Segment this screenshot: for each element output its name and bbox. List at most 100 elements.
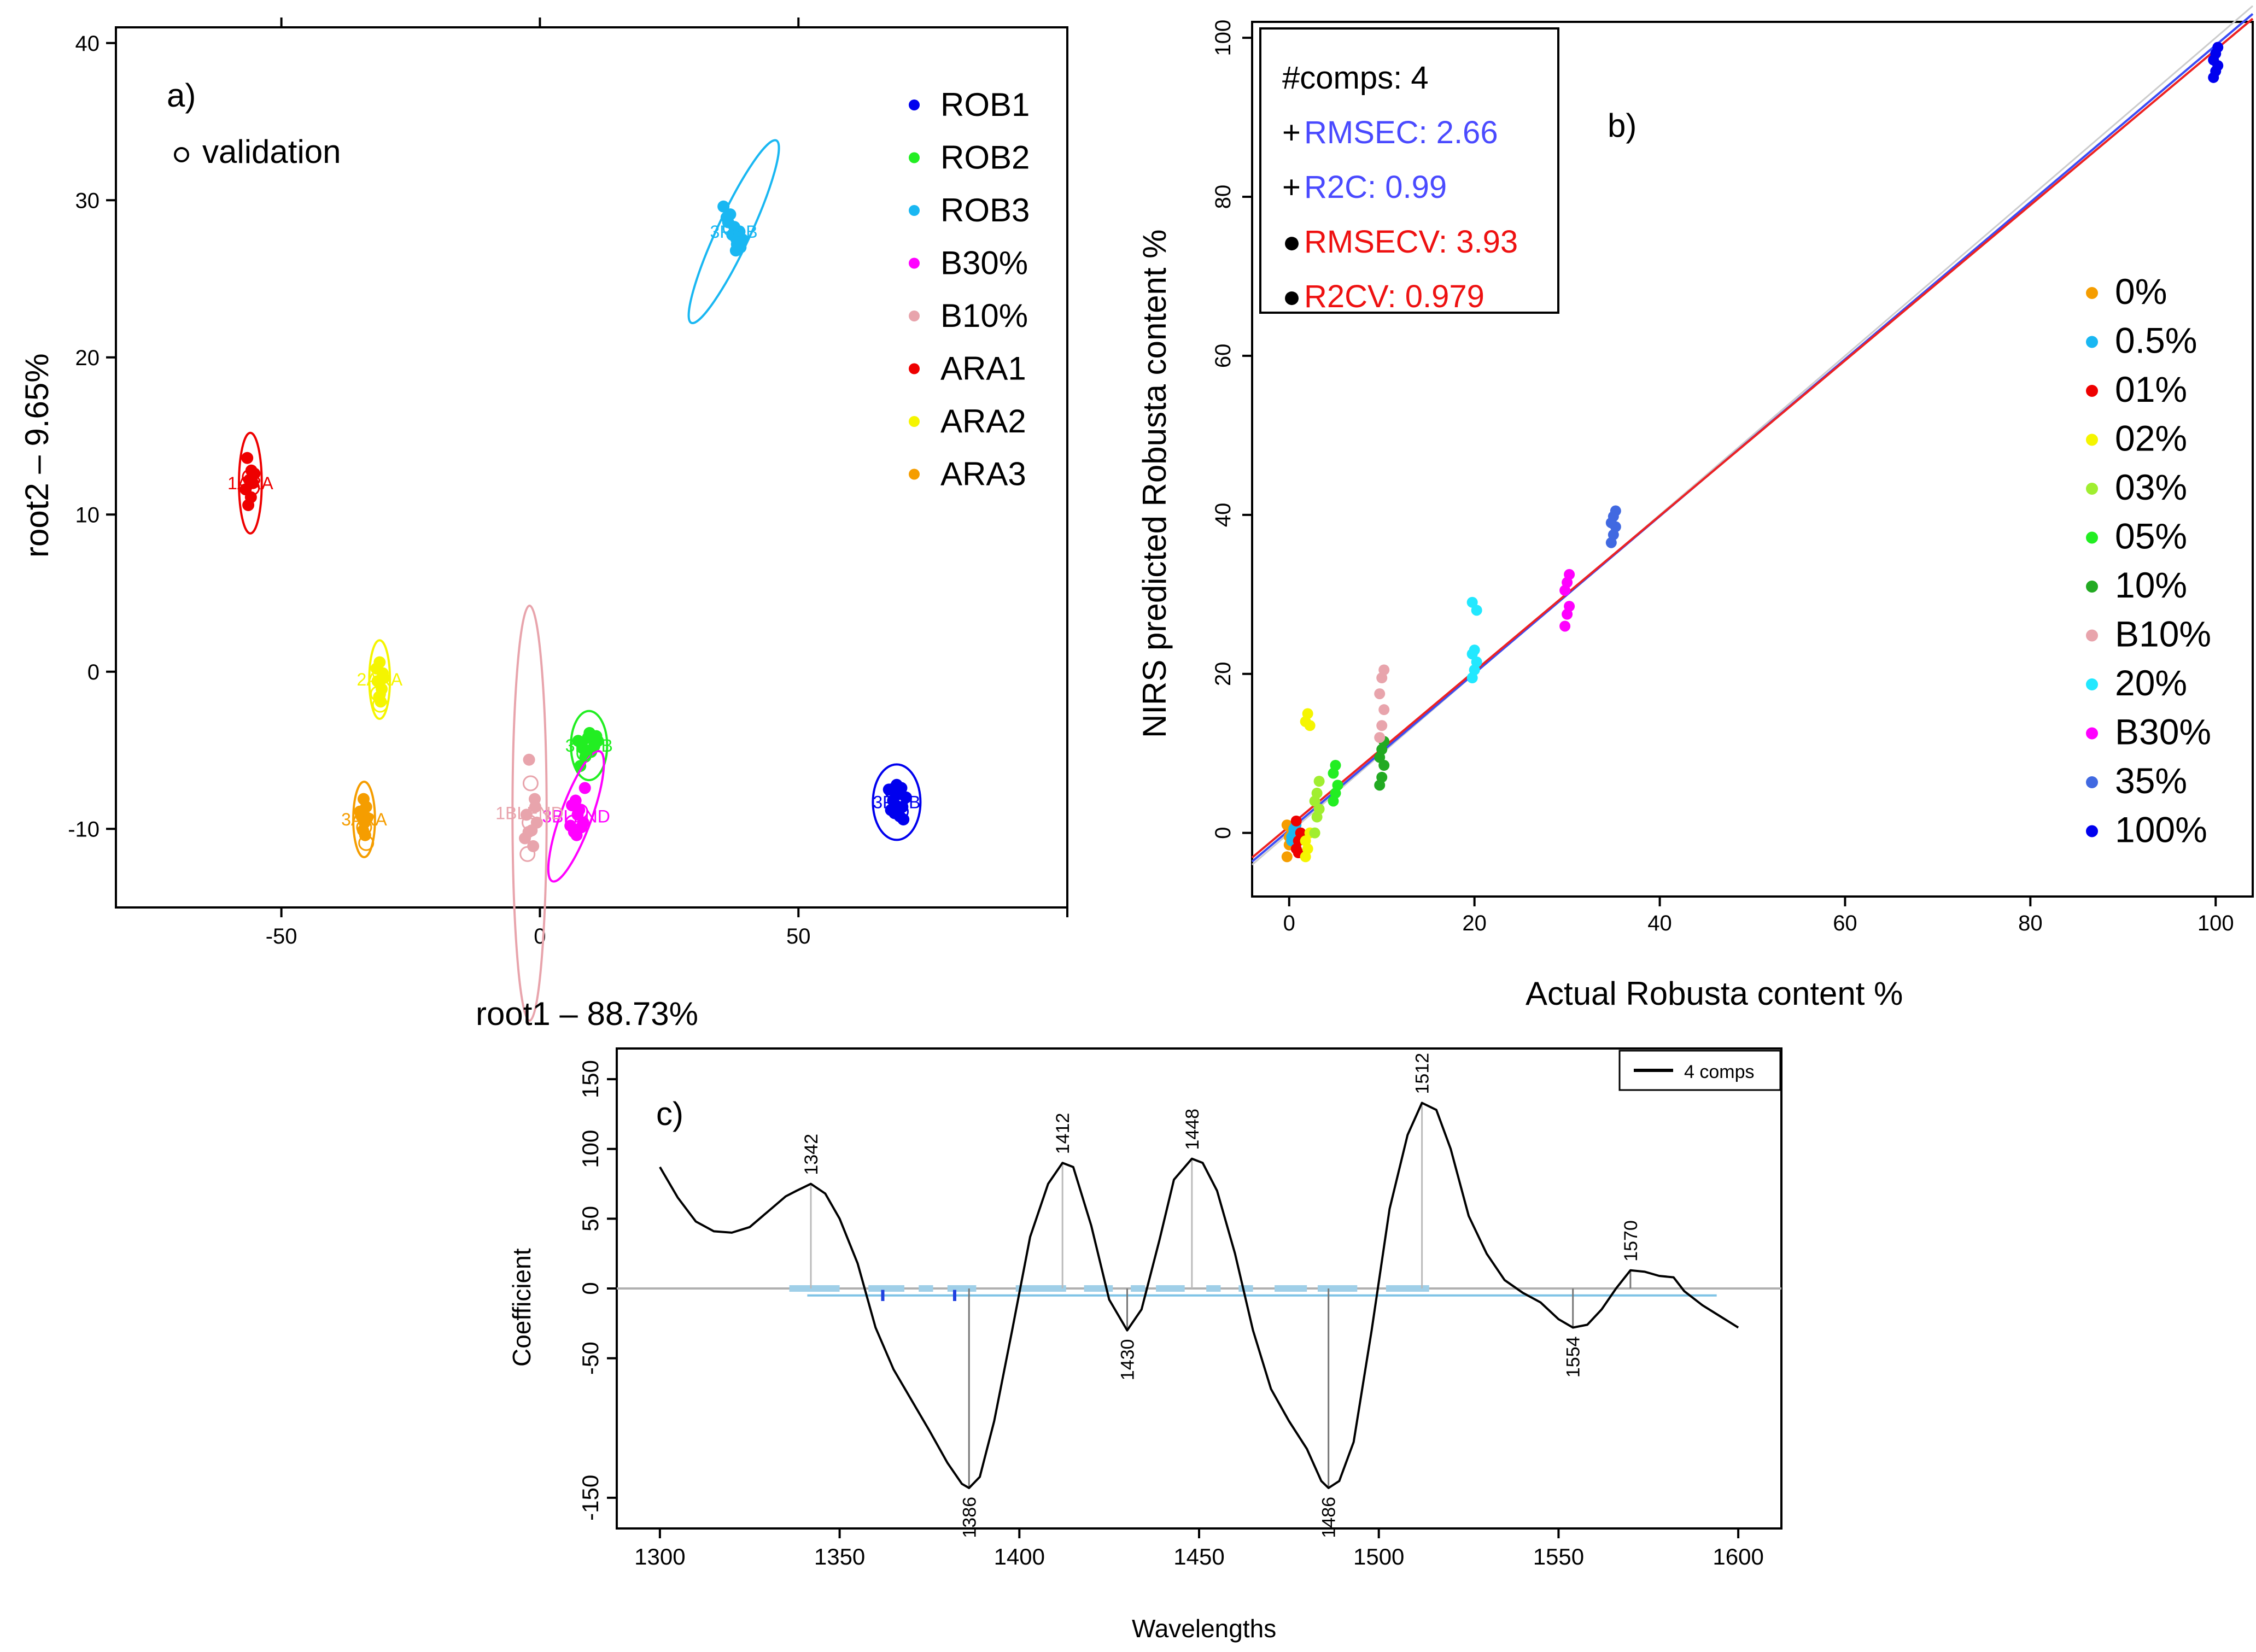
panel-c-y-axis-label: Coefficient bbox=[507, 1248, 536, 1367]
legend-marker bbox=[2086, 385, 2098, 397]
group-point bbox=[575, 821, 588, 834]
stats-text: RMSECV: 3.93 bbox=[1304, 224, 1518, 260]
b-y-tick-label: 100 bbox=[1211, 20, 1235, 56]
legend-marker bbox=[2086, 727, 2098, 740]
panel-b-x-axis-label: Actual Robusta content % bbox=[1526, 975, 1903, 1012]
legend-marker bbox=[909, 468, 920, 480]
group-point bbox=[523, 753, 535, 766]
legend-label: B10% bbox=[2115, 614, 2211, 654]
group-point bbox=[354, 805, 366, 818]
c-y-tick-label: -50 bbox=[577, 1341, 603, 1375]
validation-legend-label: validation bbox=[202, 133, 341, 170]
peak-label: 1412 bbox=[1053, 1113, 1073, 1155]
b-y-tick-label: 60 bbox=[1211, 344, 1235, 368]
peak-label: 1512 bbox=[1412, 1053, 1433, 1094]
legend-label: 0.5% bbox=[2115, 320, 2197, 361]
prediction-point bbox=[1378, 760, 1390, 771]
group-ellipse bbox=[570, 710, 609, 782]
prediction-point bbox=[1374, 732, 1386, 743]
legend-marker bbox=[2086, 336, 2098, 348]
a-y-tick-label: 20 bbox=[75, 346, 100, 370]
legend-label: ARA2 bbox=[940, 403, 1026, 440]
group-point bbox=[578, 782, 591, 794]
group-point bbox=[241, 452, 254, 464]
prediction-point bbox=[1376, 771, 1388, 783]
fit-line bbox=[1251, 17, 2254, 859]
group-ellipse bbox=[687, 139, 780, 325]
validation-point bbox=[370, 686, 386, 702]
legend-label: 02% bbox=[2115, 418, 2187, 459]
legend-marker bbox=[2086, 287, 2098, 299]
stats-text: #comps: 4 bbox=[1282, 60, 1429, 96]
stats-marker: ● bbox=[1282, 279, 1301, 314]
legend-label: B30% bbox=[940, 245, 1028, 282]
panel-a-y-axis-label: root2 – 9.65% bbox=[19, 353, 55, 558]
legend-marker bbox=[909, 152, 920, 163]
a-y-tick-label: -10 bbox=[68, 817, 100, 841]
a-y-tick-label: 0 bbox=[87, 660, 100, 684]
panel-c-label: c) bbox=[656, 1096, 683, 1132]
validation-point bbox=[519, 846, 536, 862]
b-x-tick-label: 100 bbox=[2197, 911, 2234, 935]
c-x-tick-label: 1550 bbox=[1533, 1544, 1584, 1569]
c-y-tick-label: 50 bbox=[577, 1206, 603, 1232]
legend-label: ARA3 bbox=[940, 456, 1026, 493]
legend-label: ARA1 bbox=[940, 350, 1026, 387]
legend-label: 35% bbox=[2115, 760, 2187, 801]
group-ellipse bbox=[511, 605, 548, 1022]
prediction-point bbox=[1311, 787, 1323, 799]
legend-label: 10% bbox=[2115, 565, 2187, 605]
validation-point bbox=[572, 804, 588, 820]
group-point bbox=[573, 804, 586, 816]
legend-marker bbox=[909, 311, 920, 321]
peak-label: 1570 bbox=[1621, 1220, 1641, 1262]
group-point bbox=[899, 791, 912, 804]
legend-label: ROB1 bbox=[940, 86, 1030, 123]
b-y-tick-label: 80 bbox=[1211, 185, 1235, 209]
group-ellipse bbox=[238, 431, 263, 535]
stats-text: R2CV: 0.979 bbox=[1304, 279, 1484, 314]
prediction-point bbox=[1290, 815, 1302, 827]
prediction-point bbox=[1564, 601, 1575, 612]
panel-a-label: a) bbox=[167, 77, 196, 114]
group-point bbox=[734, 241, 747, 254]
group-point bbox=[583, 727, 596, 739]
legend-marker bbox=[909, 416, 920, 427]
prediction-point bbox=[1309, 827, 1320, 839]
validation-point bbox=[893, 804, 909, 820]
stats-text: RMSEC: 2.66 bbox=[1304, 115, 1498, 150]
prediction-point bbox=[1374, 688, 1386, 700]
validation-point bbox=[522, 815, 538, 831]
legend-marker bbox=[2086, 825, 2098, 837]
a-x-tick-label: 50 bbox=[786, 924, 811, 948]
stats-marker: + bbox=[1282, 169, 1301, 205]
group-point bbox=[370, 663, 383, 675]
prediction-point bbox=[1295, 827, 1306, 839]
c-y-tick-label: 150 bbox=[577, 1060, 603, 1098]
a-y-tick-label: 30 bbox=[75, 189, 100, 213]
prediction-point bbox=[1378, 704, 1390, 716]
validation-point bbox=[722, 220, 739, 237]
legend-label: 100% bbox=[2115, 810, 2207, 850]
legend-label: 01% bbox=[2115, 369, 2187, 409]
prediction-point bbox=[1378, 664, 1390, 676]
prediction-point bbox=[1313, 804, 1325, 815]
validation-marker bbox=[174, 147, 189, 162]
prediction-point bbox=[1471, 605, 1482, 616]
legend-marker bbox=[909, 99, 920, 110]
c-x-tick-label: 1400 bbox=[994, 1544, 1045, 1569]
group-point bbox=[574, 760, 587, 772]
group-point bbox=[242, 499, 255, 511]
legend-marker bbox=[2086, 678, 2098, 690]
stats-box-frame bbox=[1259, 27, 1559, 314]
group-point bbox=[717, 200, 730, 213]
panel-a-legend: ROB1 ROB2 ROB3 B30% B10% ARA1 ARA2 ARA3 bbox=[909, 86, 1030, 493]
legend-label: ROB2 bbox=[940, 139, 1030, 176]
legend-label: B10% bbox=[940, 297, 1028, 334]
panel-c-legend: 4 comps bbox=[1618, 1050, 1781, 1091]
prediction-point bbox=[1469, 645, 1480, 656]
c-x-tick-label: 1300 bbox=[634, 1544, 685, 1569]
